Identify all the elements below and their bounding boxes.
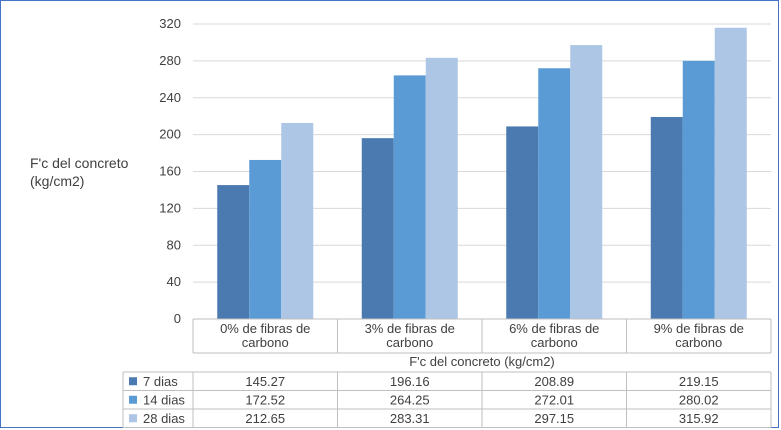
y-axis-title-line-1: F'c del concreto	[30, 155, 129, 171]
bar-14-dias-2	[538, 68, 571, 319]
x-tick-label: carbono	[531, 335, 578, 350]
data-label: 272.01	[534, 392, 574, 407]
y-tick-label: 40	[167, 274, 181, 289]
data-label: 172.52	[245, 392, 285, 407]
y-tick-label: 320	[159, 16, 181, 31]
bar-28-dias-0	[281, 122, 314, 319]
bar-28-dias-2	[570, 45, 603, 319]
y-tick-label: 80	[167, 237, 181, 252]
data-label: 264.25	[390, 392, 430, 407]
data-label: 208.89	[534, 374, 574, 389]
bar-28-dias-3	[714, 27, 747, 319]
legend-key-14-dias	[129, 395, 137, 404]
data-label: 219.15	[679, 374, 719, 389]
y-tick-label: 200	[159, 127, 181, 142]
y-tick-label: 120	[159, 200, 181, 215]
data-label: 145.27	[245, 374, 285, 389]
bar-7-dias-1	[361, 138, 394, 319]
x-tick-label: 0% de fibras de	[220, 321, 310, 336]
y-tick-label: 0	[174, 311, 181, 326]
data-label: 280.02	[679, 392, 719, 407]
y-tick-label: 280	[159, 53, 181, 68]
data-label: 283.31	[390, 411, 430, 426]
bar-14-dias-1	[393, 75, 426, 319]
legend-key-28-dias	[129, 414, 137, 423]
y-axis-title-line-2: (kg/cm2)	[30, 173, 85, 189]
legend-label: 14 dias	[143, 392, 185, 407]
legend-key-7-dias	[129, 377, 137, 386]
data-label: 297.15	[534, 411, 574, 426]
x-tick-label: carbono	[675, 335, 722, 350]
x-tick-label: 6% de fibras de	[509, 321, 599, 336]
x-tick-label: carbono	[386, 335, 433, 350]
bar-7-dias-2	[506, 126, 539, 319]
bar-14-dias-0	[249, 159, 282, 319]
x-axis-title: F'c del concreto (kg/cm2)	[409, 354, 555, 369]
bar-28-dias-1	[425, 57, 458, 319]
legend-label: 7 dias	[143, 374, 178, 389]
data-label: 196.16	[390, 374, 430, 389]
data-label: 212.65	[245, 411, 285, 426]
y-tick-label: 160	[159, 164, 181, 179]
y-axis-title: F'c del concreto (kg/cm2)	[30, 154, 160, 190]
bar-7-dias-0	[217, 185, 250, 319]
legend-label: 28 dias	[143, 411, 185, 426]
x-tick-label: 3% de fibras de	[365, 321, 455, 336]
x-tick-label: carbono	[242, 335, 289, 350]
y-tick-label: 240	[159, 90, 181, 105]
bar-7-dias-3	[650, 116, 683, 319]
bar-14-dias-3	[682, 60, 715, 319]
data-label: 315.92	[679, 411, 719, 426]
x-tick-label: 9% de fibras de	[654, 321, 744, 336]
